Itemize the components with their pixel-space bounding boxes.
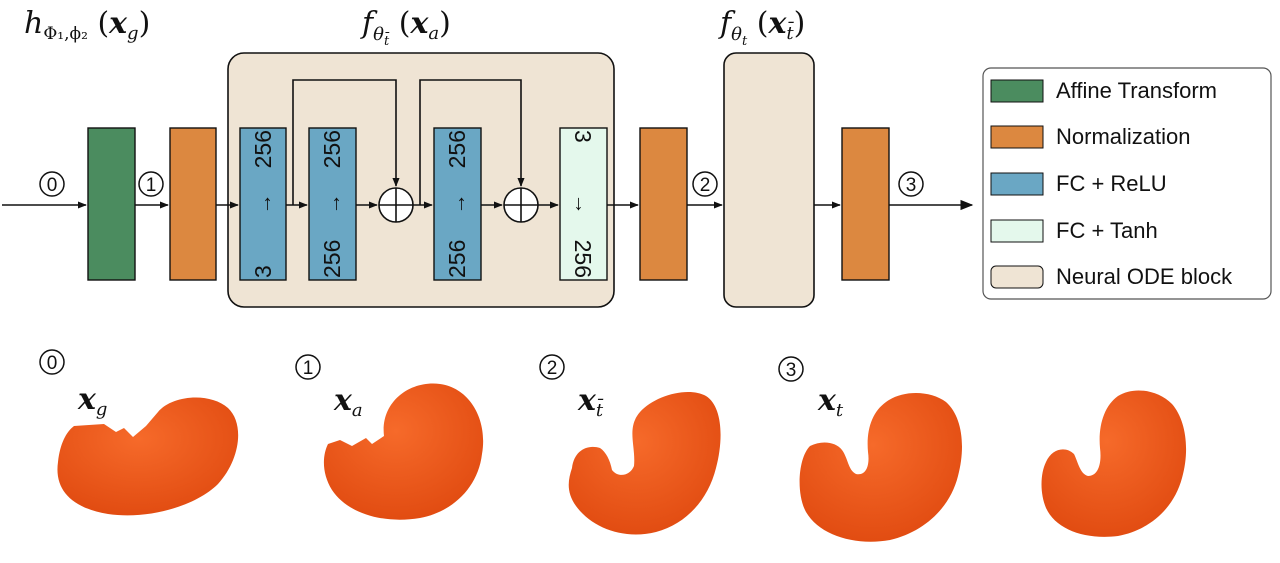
svg-text:Neural ODE block: Neural ODE block bbox=[1056, 264, 1233, 289]
legend-item-fc-relu: FC + ReLU bbox=[990, 171, 1167, 196]
legend-box bbox=[982, 67, 1272, 300]
svg-text:3: 3 bbox=[906, 175, 917, 196]
svg-text:→: → bbox=[570, 194, 593, 215]
svg-text:256: 256 bbox=[570, 240, 596, 278]
shape-1 bbox=[323, 383, 484, 520]
shape-3 bbox=[799, 393, 962, 542]
shape-label-0: 0 xg bbox=[39, 349, 107, 420]
title-f-t: fθt (xt̄) bbox=[718, 6, 805, 49]
fc-tanh-block bbox=[559, 127, 608, 281]
normalization-block-3 bbox=[841, 127, 890, 281]
shape-2 bbox=[568, 391, 721, 535]
svg-text:0: 0 bbox=[47, 353, 58, 374]
svg-text:Affine Transform: Affine Transform bbox=[1056, 78, 1217, 103]
svg-text:xa: xa bbox=[333, 383, 363, 421]
step-marker-0: 0 bbox=[39, 171, 65, 197]
fc-label-2: 256 → 256 bbox=[319, 130, 345, 278]
svg-text:xt: xt bbox=[817, 383, 844, 421]
legend: Affine Transform Normalization FC + ReLU… bbox=[982, 67, 1272, 300]
svg-text:1: 1 bbox=[146, 175, 157, 196]
svg-text:256: 256 bbox=[250, 130, 276, 168]
svg-text:3: 3 bbox=[786, 360, 797, 381]
step-marker-2: 2 bbox=[692, 171, 718, 197]
normalization-block-2 bbox=[639, 127, 688, 281]
svg-text:0: 0 bbox=[47, 175, 58, 196]
svg-text:FC + ReLU: FC + ReLU bbox=[1056, 171, 1167, 196]
svg-text:256: 256 bbox=[319, 240, 345, 278]
sum-node-1 bbox=[378, 187, 414, 223]
svg-text:256: 256 bbox=[319, 130, 345, 168]
fc-label-3: 256 → 256 bbox=[444, 130, 470, 278]
svg-text:3: 3 bbox=[250, 265, 276, 278]
legend-swatch-fc-relu bbox=[990, 172, 1044, 196]
svg-text:2: 2 bbox=[547, 358, 558, 379]
legend-item-affine: Affine Transform bbox=[990, 78, 1217, 103]
shape-0 bbox=[57, 397, 239, 516]
step-marker-1: 1 bbox=[138, 171, 164, 197]
legend-item-normalization: Normalization bbox=[990, 124, 1191, 149]
svg-text:256: 256 bbox=[444, 240, 470, 278]
legend-swatch-ode-block bbox=[990, 265, 1044, 289]
flow-arrows bbox=[2, 79, 974, 211]
sum-node-2 bbox=[503, 187, 539, 223]
svg-text:→: → bbox=[253, 194, 276, 215]
legend-swatch-normalization bbox=[990, 125, 1044, 149]
fc-relu-block-3 bbox=[433, 127, 482, 281]
shape-4 bbox=[1041, 390, 1187, 537]
legend-item-fc-tanh: FC + Tanh bbox=[990, 218, 1158, 243]
svg-text:2: 2 bbox=[700, 175, 711, 196]
fc-label-1: 3 → 256 bbox=[250, 130, 276, 278]
svg-text:xt̄: xt̄ bbox=[577, 383, 604, 421]
svg-text:Normalization: Normalization bbox=[1056, 124, 1191, 149]
ode-block-t bbox=[723, 52, 815, 308]
step-marker-3: 3 bbox=[898, 171, 924, 197]
legend-item-ode-block: Neural ODE block bbox=[990, 264, 1233, 289]
legend-swatch-fc-tanh bbox=[990, 219, 1044, 243]
fc-relu-block-2 bbox=[308, 127, 357, 281]
svg-text:→: → bbox=[447, 194, 470, 215]
fc-label-4: 3 → 256 bbox=[570, 130, 596, 278]
svg-text:→: → bbox=[322, 194, 345, 215]
svg-text:xg: xg bbox=[77, 382, 107, 420]
svg-text:256: 256 bbox=[444, 130, 470, 168]
svg-text:FC + Tanh: FC + Tanh bbox=[1056, 218, 1158, 243]
legend-swatch-affine bbox=[990, 79, 1044, 103]
normalization-block-1 bbox=[169, 127, 217, 281]
shape-label-3: 3 xt bbox=[778, 356, 844, 421]
fc-relu-block-1 bbox=[239, 127, 287, 281]
title-h: hΦ₁,ϕ₂ (xg) bbox=[24, 6, 150, 44]
affine-transform-block bbox=[87, 127, 136, 281]
title-f-ode: fθt̄ (xa) bbox=[360, 6, 451, 49]
shape-label-1: 1 xa bbox=[295, 354, 363, 421]
shape-label-2: 2 xt̄ bbox=[539, 354, 604, 421]
svg-text:1: 1 bbox=[303, 358, 314, 379]
svg-text:3: 3 bbox=[570, 130, 596, 143]
